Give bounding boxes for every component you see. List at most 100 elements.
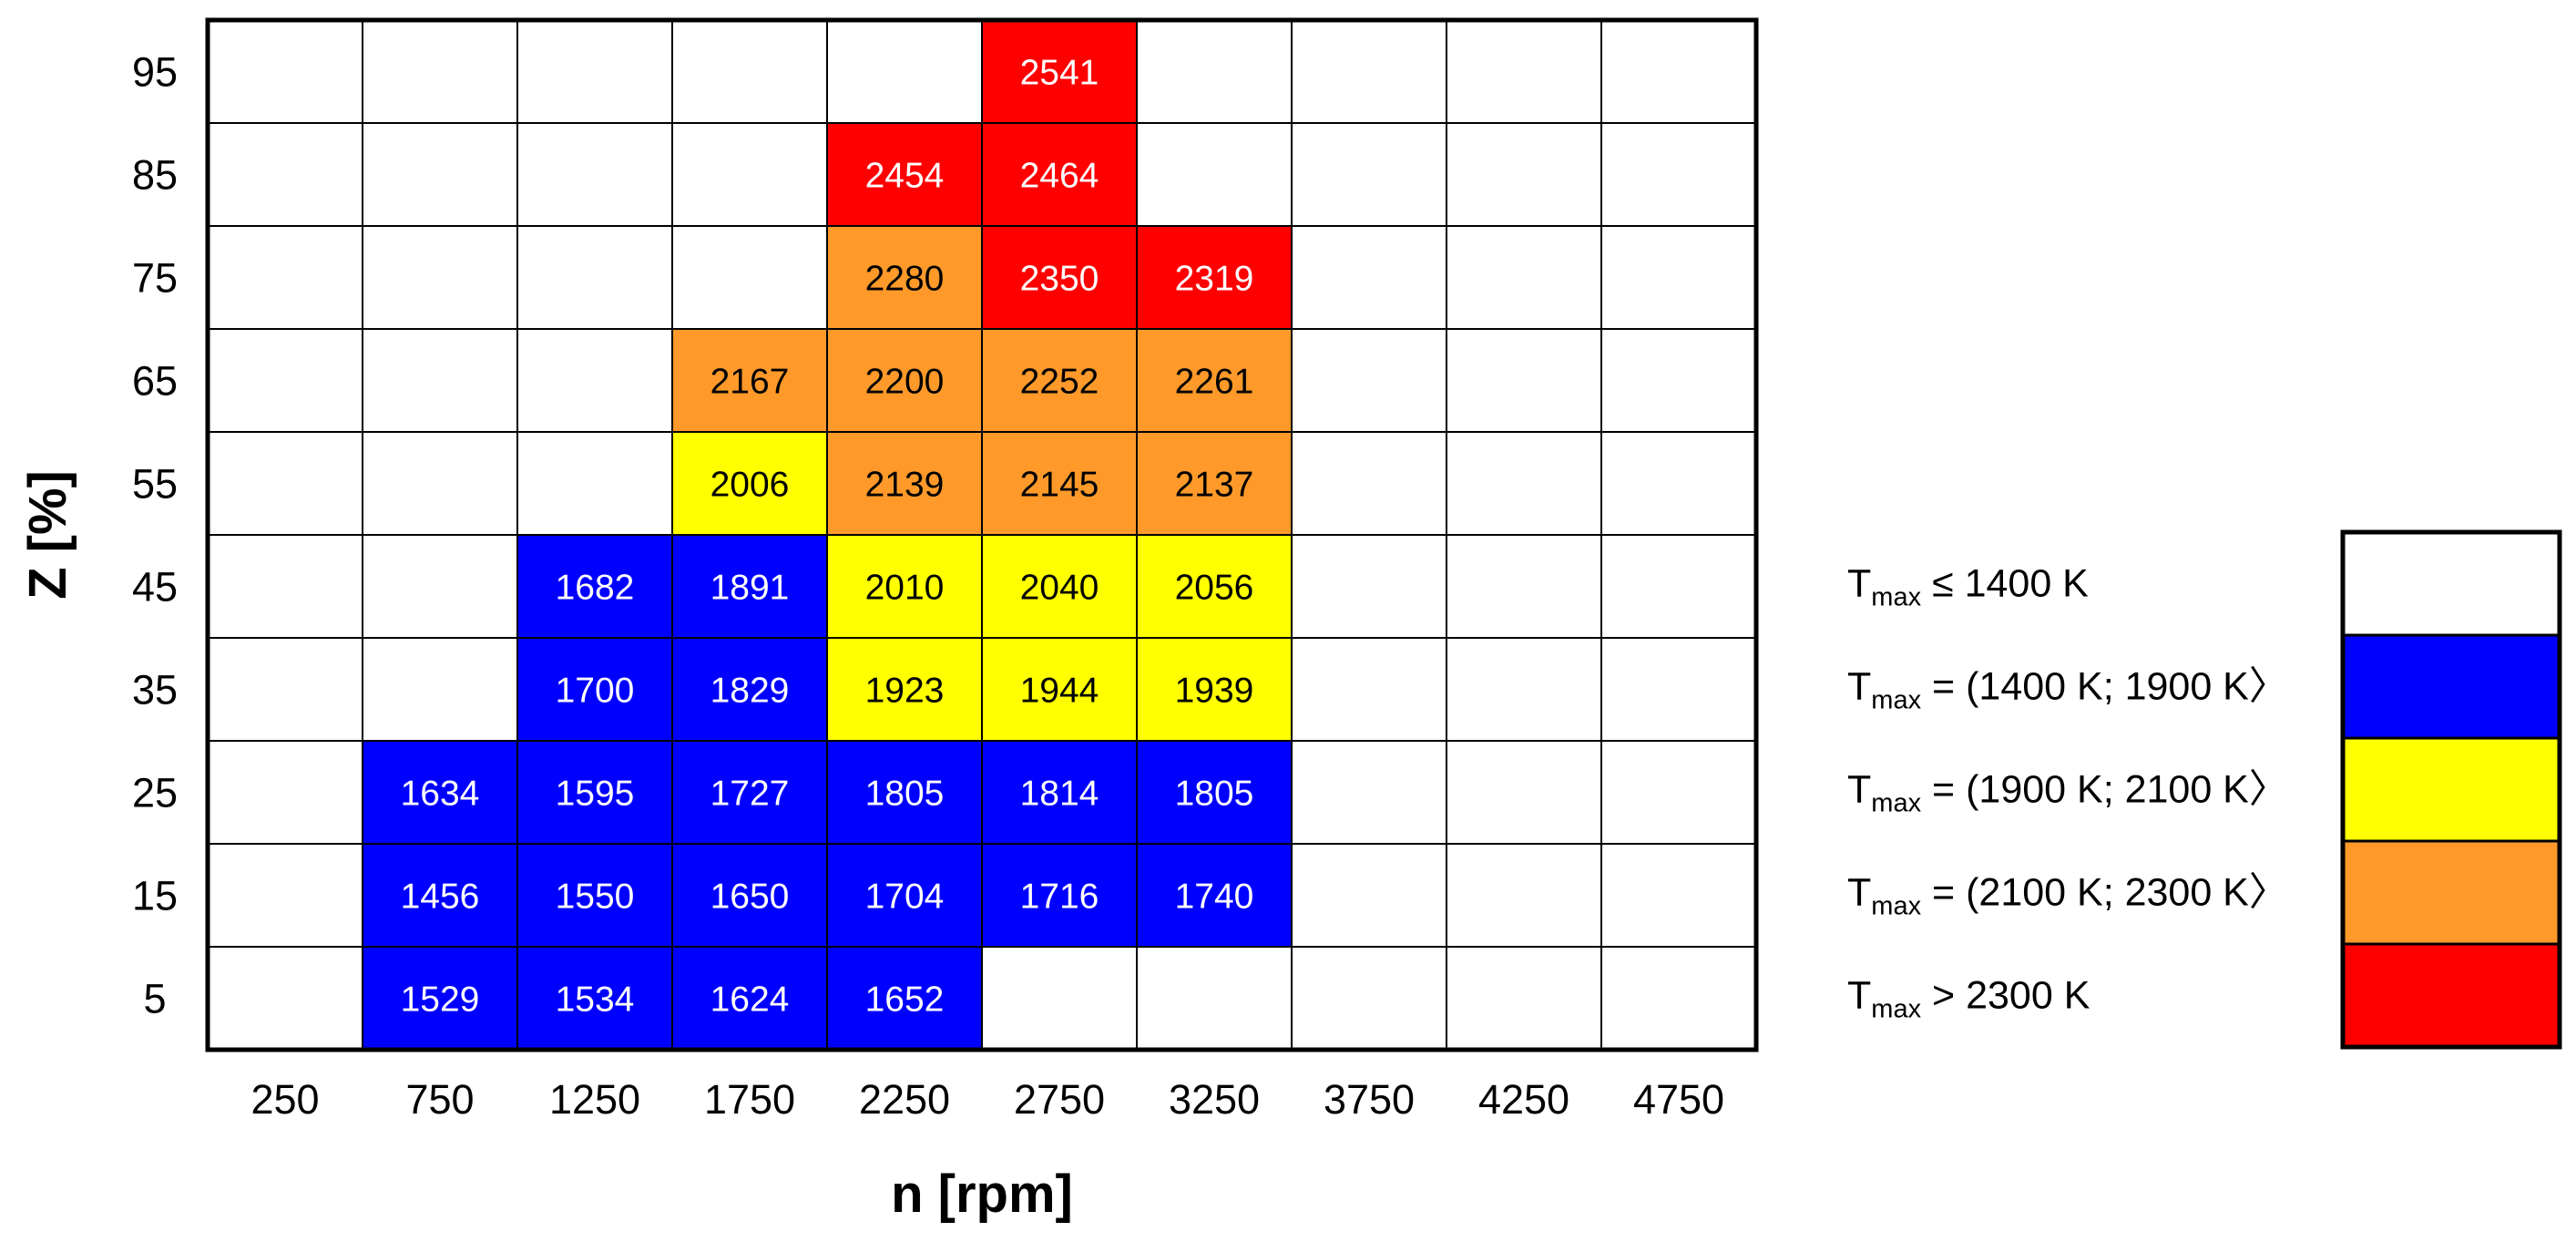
heatmap-cell xyxy=(1446,432,1601,535)
heatmap-cell xyxy=(517,535,672,638)
x-tick-label: 4750 xyxy=(1633,1076,1724,1123)
cell-value-label: 1624 xyxy=(710,980,790,1020)
heatmap-cell xyxy=(982,947,1137,1050)
x-tick-label: 1250 xyxy=(549,1076,640,1123)
heatmap-cell xyxy=(363,432,517,535)
y-tick-label: 85 xyxy=(132,152,178,199)
y-axis-title: Z [%] xyxy=(18,470,77,600)
heatmap-cell xyxy=(1137,20,1292,123)
heatmap-cell xyxy=(517,638,672,741)
y-tick-label: 5 xyxy=(143,976,166,1022)
y-tick-labels: 95 85 75 65 55 45 35 25 15 5 xyxy=(132,49,178,1022)
cell-value-label: 1814 xyxy=(1020,775,1099,814)
heatmap-cell xyxy=(827,226,982,329)
x-tick-label: 750 xyxy=(405,1076,474,1123)
heatmap-cell xyxy=(517,947,672,1050)
heatmap-cell xyxy=(982,329,1137,432)
legend-frame xyxy=(2340,529,2562,1050)
heatmap-cell xyxy=(1292,20,1446,123)
heatmap-cell xyxy=(363,535,517,638)
cell-value-label: 1650 xyxy=(710,878,790,917)
heatmap-cell xyxy=(363,947,517,1050)
x-tick-labels: 250 750 1250 1750 2250 2750 3250 3750 4250 4750 xyxy=(250,1076,1724,1123)
heatmap-cell xyxy=(827,432,982,535)
heatmap-cell xyxy=(672,844,827,947)
heatmap-cell xyxy=(517,329,672,432)
cell-value-label: 1704 xyxy=(865,878,945,917)
cell-value-label: 1740 xyxy=(1175,878,1254,917)
x-tick-label: 2250 xyxy=(859,1076,950,1123)
cell-value-label: 2350 xyxy=(1020,260,1099,299)
heatmap-cell xyxy=(982,535,1137,638)
cell-value-label: 2056 xyxy=(1175,569,1254,608)
heatmap-cell xyxy=(1137,535,1292,638)
cell-value-label: 2319 xyxy=(1175,260,1254,299)
heatmap-cell xyxy=(517,432,672,535)
heatmap-cell xyxy=(1292,741,1446,844)
heatmap-cell xyxy=(1446,20,1601,123)
grid-lines xyxy=(208,20,1756,1050)
x-tick-label: 4250 xyxy=(1478,1076,1569,1123)
heatmap-cell xyxy=(982,20,1137,123)
cell-value-label: 1700 xyxy=(556,672,635,711)
heatmap-cell xyxy=(827,638,982,741)
heatmap-cell xyxy=(827,947,982,1050)
heatmap-cell xyxy=(827,741,982,844)
heatmap-cell xyxy=(1446,844,1601,947)
legend-label: Tmax = (2100 K; 2300 K〉 xyxy=(1847,871,2288,921)
heatmap-cell xyxy=(1137,329,1292,432)
cell-value-label: 2454 xyxy=(865,157,945,196)
heatmap-cell xyxy=(1446,741,1601,844)
heatmap-cell xyxy=(827,535,982,638)
legend-swatch xyxy=(2341,839,2561,946)
x-tick-label: 250 xyxy=(250,1076,319,1123)
x-tick-label: 3750 xyxy=(1324,1076,1415,1123)
cell-value-label: 2010 xyxy=(865,569,945,608)
cell-value-label: 2145 xyxy=(1020,466,1099,505)
heatmap-cell xyxy=(1601,226,1756,329)
heatmap-cell xyxy=(517,20,672,123)
cell-value-label: 1944 xyxy=(1020,672,1099,711)
cell-value-label: 2040 xyxy=(1020,569,1099,608)
heatmap-cell xyxy=(1137,638,1292,741)
heatmap-cell xyxy=(208,535,363,638)
heatmap-cell xyxy=(672,329,827,432)
y-tick-label: 15 xyxy=(132,873,178,919)
x-axis-title: n [rpm] xyxy=(891,1165,1073,1224)
cell-value-label: 2252 xyxy=(1020,363,1099,402)
heatmap-cell xyxy=(363,844,517,947)
heatmap-cell xyxy=(1292,123,1446,226)
legend-swatch xyxy=(2341,736,2561,843)
cell-value-label: 2541 xyxy=(1020,54,1099,93)
heatmap-cell xyxy=(1137,226,1292,329)
legend-label: Tmax > 2300 K xyxy=(1847,974,2090,1024)
heatmap-cell xyxy=(1601,844,1756,947)
legend-swatch xyxy=(2341,633,2561,740)
cell-value-label: 2137 xyxy=(1175,466,1254,505)
heatmap-cell xyxy=(363,123,517,226)
heatmap-cell xyxy=(1292,329,1446,432)
heatmap-cell xyxy=(517,123,672,226)
heatmap-cell xyxy=(517,741,672,844)
y-tick-label: 75 xyxy=(132,255,178,302)
heatmap-cell xyxy=(363,741,517,844)
heatmap-cell xyxy=(672,123,827,226)
y-tick-label: 35 xyxy=(132,667,178,713)
cell-value-label: 1634 xyxy=(401,775,480,814)
cell-value-label: 1727 xyxy=(710,775,790,814)
heatmap-cell xyxy=(672,226,827,329)
heatmap-cell xyxy=(1292,226,1446,329)
heatmap-cell xyxy=(672,638,827,741)
heatmap-cell xyxy=(363,638,517,741)
heatmap-cell xyxy=(1601,329,1756,432)
cell-value-label: 2006 xyxy=(710,466,790,505)
cell-value-label: 2464 xyxy=(1020,157,1099,196)
cell-value-label: 2280 xyxy=(865,260,945,299)
cell-value-label: 1652 xyxy=(865,980,945,1020)
heatmap-cell xyxy=(208,947,363,1050)
heatmap-cell xyxy=(1446,947,1601,1050)
heatmap-cells: 2541 2454 2464 2280 2350 2319 2167 2200 2252 2261… xyxy=(208,20,1756,1050)
heatmap-cell xyxy=(1446,329,1601,432)
legend-label: Tmax = (1900 K; 2100 K〉 xyxy=(1847,768,2288,818)
heatmap-cell xyxy=(1446,226,1601,329)
